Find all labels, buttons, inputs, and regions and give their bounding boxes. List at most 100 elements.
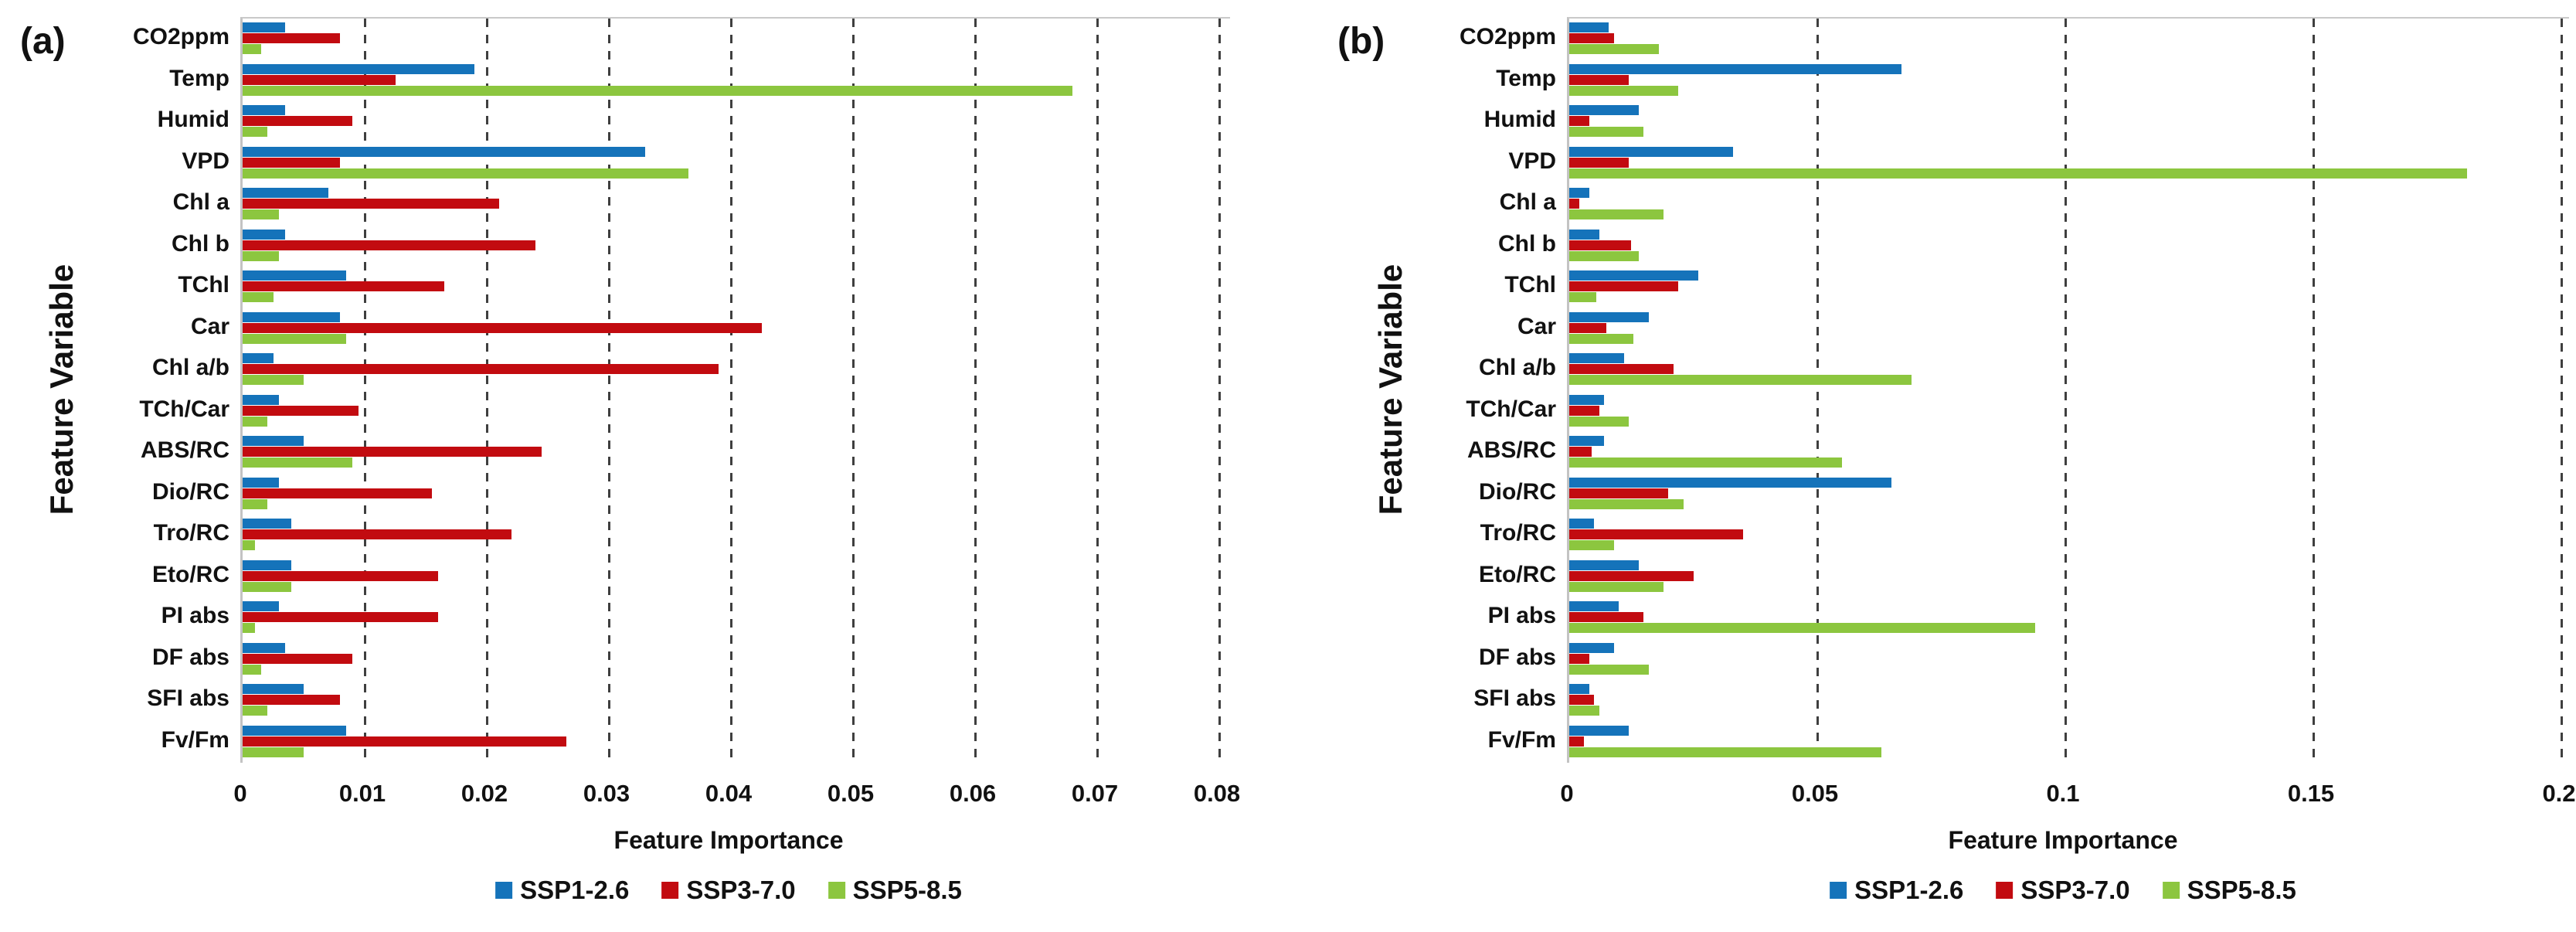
bar-ssp3-7.0 [243, 405, 359, 416]
bar-ssp1-2.6 [1569, 684, 1589, 694]
bar-ssp5-8.5 [243, 747, 304, 757]
category-label: Car [1517, 313, 1556, 339]
gridline [608, 19, 610, 763]
bar-ssp1-2.6 [243, 22, 286, 32]
bar-ssp3-7.0 [1569, 405, 1599, 416]
legend-label: SSP1-2.6 [1854, 876, 1964, 904]
x-tick-label: 0.02 [460, 780, 508, 807]
x-tick-label: 0 [1560, 780, 1574, 807]
category-label: Humid [1483, 107, 1556, 132]
bar-ssp3-7.0 [1569, 529, 1743, 539]
bar-ssp3-7.0 [243, 653, 353, 664]
legend-swatch-ssp5-8.5 [2162, 882, 2180, 899]
category-label: SFI abs [147, 685, 229, 711]
bar-ssp5-8.5 [243, 375, 304, 385]
bar-ssp1-2.6 [243, 353, 274, 363]
bar-ssp3-7.0 [243, 570, 438, 581]
bar-ssp1-2.6 [243, 684, 304, 694]
bar-ssp3-7.0 [1569, 364, 1674, 374]
bar-ssp3-7.0 [243, 736, 566, 747]
legend-swatch-ssp1-2.6 [495, 882, 513, 899]
category-label: Dio/RC [1479, 478, 1556, 505]
bar-ssp1-2.6 [243, 188, 328, 198]
bar-ssp5-8.5 [243, 127, 267, 137]
bar-ssp1-2.6 [243, 394, 280, 405]
y-axis-title: Feature Variable [1372, 264, 1409, 515]
gridline [2065, 19, 2067, 763]
bar-ssp1-2.6 [1569, 394, 1604, 405]
legend-swatch-ssp3-7.0 [1996, 882, 2014, 899]
bar-ssp5-8.5 [1569, 333, 1634, 344]
bar-ssp1-2.6 [1569, 601, 1619, 611]
bar-ssp5-8.5 [243, 457, 353, 468]
x-tick-label: 0.05 [827, 780, 875, 807]
bar-ssp1-2.6 [1569, 146, 1733, 157]
bar-ssp5-8.5 [1569, 706, 1599, 716]
bar-ssp1-2.6 [243, 63, 475, 74]
y-axis-title: Feature Variable [43, 264, 80, 515]
bar-ssp5-8.5 [243, 85, 1073, 96]
legend: SSP1-2.6 SSP3-7.0 SSP5-8.5 [1830, 876, 2296, 905]
legend: SSP1-2.6 SSP3-7.0 SSP5-8.5 [495, 876, 962, 905]
bar-ssp5-8.5 [1569, 292, 1597, 302]
bar-ssp3-7.0 [1569, 33, 1614, 43]
x-tick-label: 0.1 [2046, 780, 2080, 807]
bar-ssp1-2.6 [1569, 353, 1624, 363]
gridline [730, 19, 732, 763]
x-axis-title: Feature Importance [613, 826, 844, 854]
bar-ssp5-8.5 [1569, 416, 1630, 427]
bar-ssp1-2.6 [243, 519, 292, 529]
x-tick-label: 0.03 [583, 780, 630, 807]
bar-ssp1-2.6 [1569, 436, 1604, 446]
bar-ssp5-8.5 [243, 498, 267, 509]
bar-ssp1-2.6 [1569, 63, 1902, 74]
bar-ssp5-8.5 [1569, 85, 1679, 96]
category-label: PI abs [1487, 603, 1556, 628]
bar-ssp5-8.5 [243, 292, 274, 302]
bar-ssp1-2.6 [243, 270, 347, 281]
bar-ssp1-2.6 [1569, 477, 1892, 488]
bar-ssp5-8.5 [1569, 747, 1882, 757]
bar-ssp3-7.0 [243, 240, 536, 250]
bar-ssp5-8.5 [243, 664, 261, 675]
legend-item: SSP5-8.5 [828, 876, 962, 905]
category-label: Temp [1496, 65, 1556, 91]
legend-item: SSP5-8.5 [2162, 876, 2296, 905]
bar-ssp5-8.5 [1569, 44, 1659, 54]
x-tick-label: 0.01 [338, 780, 386, 807]
gridline [2561, 19, 2563, 763]
bar-ssp3-7.0 [1569, 116, 1589, 126]
bar-ssp1-2.6 [1569, 22, 1609, 32]
category-label: Temp [169, 65, 229, 91]
bar-ssp3-7.0 [243, 612, 438, 622]
x-tick-label: 0.08 [1193, 780, 1241, 807]
bar-ssp1-2.6 [243, 146, 646, 157]
bar-ssp5-8.5 [243, 581, 292, 592]
category-label: Tro/RC [1480, 520, 1556, 546]
category-label: Tro/RC [153, 520, 229, 546]
bar-ssp5-8.5 [1569, 581, 1664, 592]
bar-ssp1-2.6 [1569, 311, 1649, 322]
category-label: ABS/RC [1466, 437, 1556, 463]
gridline [852, 19, 855, 763]
category-label: ABS/RC [140, 437, 229, 463]
bar-ssp3-7.0 [243, 33, 341, 43]
bar-ssp1-2.6 [243, 642, 286, 653]
bar-ssp5-8.5 [243, 333, 347, 344]
x-tick-label: 0.04 [705, 780, 753, 807]
legend-item: SSP1-2.6 [1830, 876, 1963, 905]
gridline [1816, 19, 1819, 763]
bar-ssp3-7.0 [243, 695, 341, 705]
x-axis-title: Feature Importance [1948, 826, 2178, 854]
gridline [2313, 19, 2315, 763]
category-label: Fv/Fm [1487, 726, 1556, 753]
bar-ssp3-7.0 [1569, 612, 1644, 622]
bar-ssp3-7.0 [243, 116, 353, 126]
bar-ssp1-2.6 [243, 311, 341, 322]
bar-ssp5-8.5 [1569, 457, 1843, 468]
gridline [364, 19, 366, 763]
bar-ssp5-8.5 [243, 623, 255, 633]
legend-label: SSP3-7.0 [2020, 876, 2130, 904]
x-tick-label: 0 [233, 780, 247, 807]
